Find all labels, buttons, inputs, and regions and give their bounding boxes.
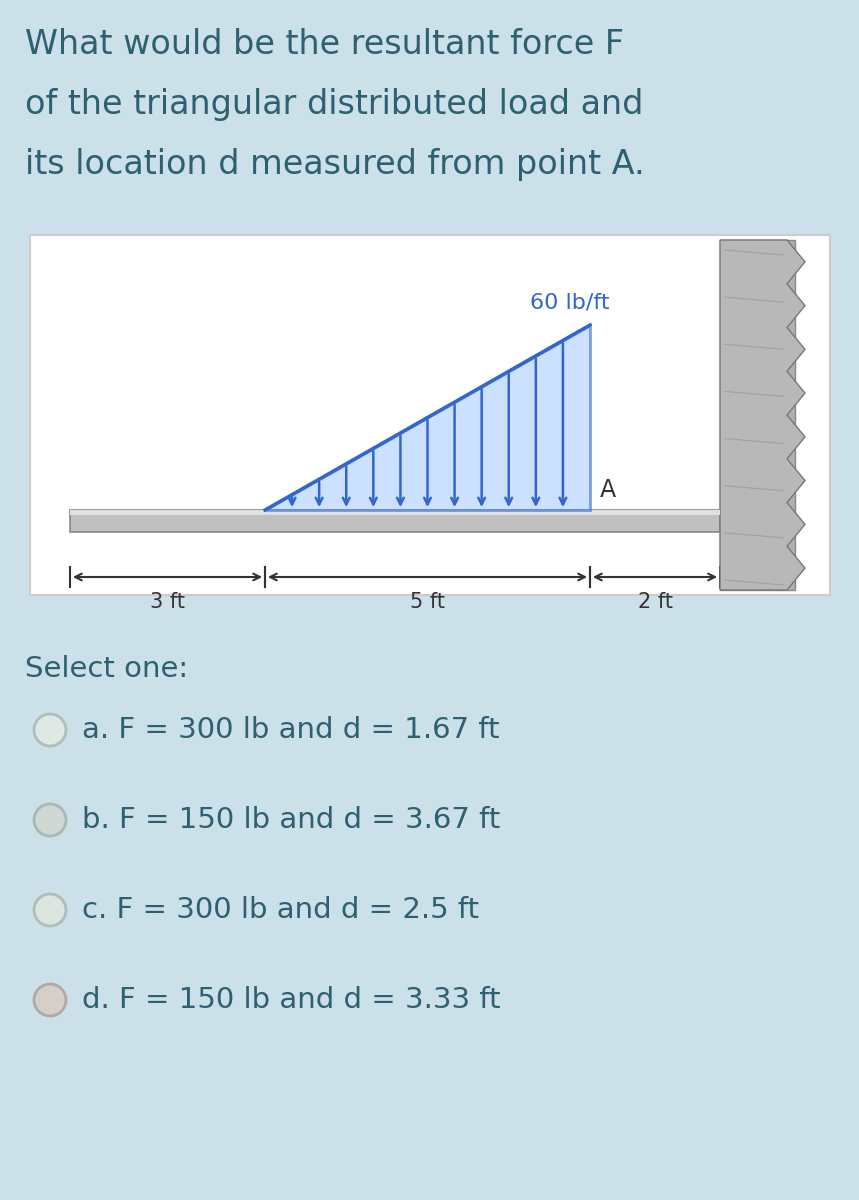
Circle shape <box>34 984 66 1016</box>
Text: 2 ft: 2 ft <box>637 592 673 612</box>
Text: c. F = 300 lb and d = 2.5 ft: c. F = 300 lb and d = 2.5 ft <box>82 896 479 924</box>
Text: 60 lb/ft: 60 lb/ft <box>530 293 610 313</box>
Bar <box>720 240 795 590</box>
Text: 3 ft: 3 ft <box>150 592 185 612</box>
Text: Select one:: Select one: <box>25 655 188 683</box>
Polygon shape <box>265 325 590 510</box>
Text: What would be the resultant force F: What would be the resultant force F <box>25 28 624 61</box>
Text: b. F = 150 lb and d = 3.67 ft: b. F = 150 lb and d = 3.67 ft <box>82 806 501 834</box>
Circle shape <box>34 894 66 926</box>
Text: A: A <box>600 478 616 502</box>
Bar <box>70 510 720 515</box>
Polygon shape <box>720 240 805 590</box>
Circle shape <box>34 804 66 836</box>
Text: of the triangular distributed load and: of the triangular distributed load and <box>25 88 643 121</box>
Circle shape <box>34 714 66 746</box>
Text: a. F = 300 lb and d = 1.67 ft: a. F = 300 lb and d = 1.67 ft <box>82 716 500 744</box>
Text: its location d measured from point A.: its location d measured from point A. <box>25 148 645 181</box>
Bar <box>30 235 830 595</box>
Text: 5 ft: 5 ft <box>410 592 445 612</box>
Bar <box>70 510 720 532</box>
Text: d. F = 150 lb and d = 3.33 ft: d. F = 150 lb and d = 3.33 ft <box>82 986 501 1014</box>
